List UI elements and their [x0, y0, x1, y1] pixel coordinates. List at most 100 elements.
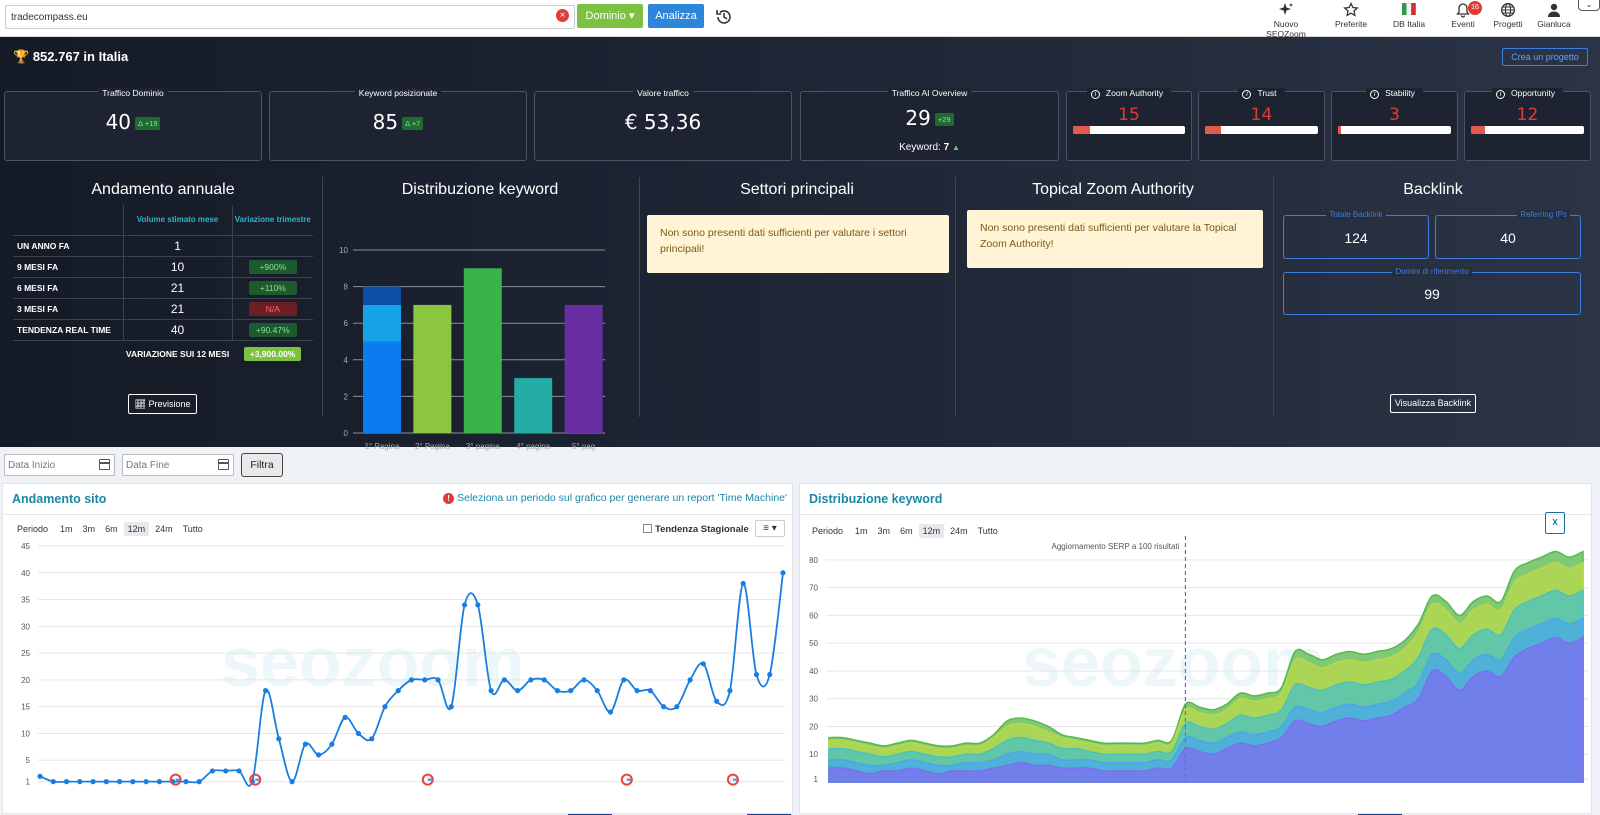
data-point[interactable]: [422, 677, 428, 683]
kw-distribution-chart[interactable]: 0 2 4 6 8 10 1° Pagina 2° Pagina 3° pagina 4° pag…: [335, 200, 620, 462]
data-point[interactable]: [355, 730, 362, 737]
chart-menu-button[interactable]: ≡ ▾: [755, 520, 785, 537]
info-icon[interactable]: i: [1370, 90, 1380, 99]
bar-segment[interactable]: [363, 286, 401, 305]
data-point[interactable]: [634, 688, 640, 694]
data-point[interactable]: [408, 677, 415, 683]
kpi-keyword-posizionate[interactable]: Keyword posizionate 85 Δ +7: [269, 88, 527, 161]
bar-segment[interactable]: [363, 341, 401, 434]
data-point[interactable]: [342, 714, 348, 720]
info-icon[interactable]: i: [1090, 90, 1100, 99]
bar-segment[interactable]: [514, 378, 553, 433]
data-point[interactable]: [714, 698, 720, 704]
history-icon[interactable]: [714, 7, 734, 27]
data-point[interactable]: [727, 688, 733, 694]
nav-eventi[interactable]: 16 Eventi: [1432, 0, 1494, 36]
view-backlink-button[interactable]: Visualizza Backlink: [1390, 394, 1476, 413]
period-option-24m[interactable]: 24m: [950, 526, 968, 536]
data-point[interactable]: [143, 779, 149, 785]
data-point[interactable]: [209, 768, 216, 774]
data-point[interactable]: [621, 677, 627, 683]
nav-db-italia[interactable]: DB Italia: [1378, 0, 1440, 36]
period-option-tutto[interactable]: Tutto: [182, 524, 203, 534]
data-point[interactable]: [63, 779, 70, 785]
domain-input[interactable]: tradecompass.eu: [5, 5, 575, 29]
data-point[interactable]: [568, 688, 574, 694]
seasonal-checkbox[interactable]: [643, 524, 652, 533]
bar-segment[interactable]: [463, 268, 502, 433]
period-option-6m[interactable]: 6m: [900, 526, 913, 536]
calendar-icon[interactable]: [99, 459, 110, 470]
data-point[interactable]: [607, 709, 614, 715]
collapse-chevron-icon[interactable]: ⌄: [1578, 0, 1600, 11]
period-option-tutto[interactable]: Tutto: [977, 526, 998, 536]
data-point[interactable]: [262, 688, 269, 694]
data-point[interactable]: [236, 768, 242, 774]
data-point[interactable]: [316, 752, 322, 758]
nav-nuovo-seozoom[interactable]: Nuovo SEOZoom: [1255, 0, 1317, 39]
kpi-traffico-ai-overview[interactable]: Traffico AI Overview 29 +29 Keyword: 7 ▲: [800, 88, 1059, 161]
score-stability[interactable]: i Stability 3: [1331, 88, 1458, 161]
bar-segment[interactable]: [413, 304, 452, 433]
info-icon[interactable]: i: [1242, 90, 1252, 99]
data-point[interactable]: [687, 677, 693, 683]
data-point[interactable]: [103, 779, 109, 785]
total-backlink-box[interactable]: Totale Backlink 124: [1283, 210, 1429, 259]
data-point[interactable]: [554, 688, 561, 694]
data-point[interactable]: [156, 779, 163, 785]
filter-button[interactable]: Filtra: [241, 453, 283, 477]
data-point[interactable]: [395, 688, 401, 694]
data-point[interactable]: [37, 773, 43, 779]
period-option-3m[interactable]: 3m: [82, 524, 96, 534]
period-option-12m[interactable]: 12m: [918, 524, 945, 538]
score-trust[interactable]: i Trust 14: [1198, 88, 1325, 161]
score-zoom-authority[interactable]: i Zoom Authority 15: [1066, 88, 1192, 161]
data-point[interactable]: [196, 779, 202, 785]
data-point[interactable]: [488, 688, 494, 694]
data-point[interactable]: [501, 677, 507, 683]
referring-domains-box[interactable]: Domini di riferimento 99: [1283, 267, 1581, 315]
data-point[interactable]: [183, 779, 189, 785]
data-point[interactable]: [647, 688, 653, 694]
data-point[interactable]: [90, 779, 96, 785]
analyze-button[interactable]: Analizza: [648, 4, 704, 28]
data-point[interactable]: [740, 580, 746, 587]
data-point[interactable]: [130, 779, 136, 785]
data-point[interactable]: [581, 677, 587, 683]
calendar-icon[interactable]: [218, 459, 229, 470]
data-point[interactable]: [594, 688, 600, 694]
score-opportunity[interactable]: i Opportunity 12: [1464, 88, 1591, 161]
clear-input-icon[interactable]: ×: [556, 9, 569, 22]
data-point[interactable]: [528, 677, 534, 683]
data-point[interactable]: [382, 704, 388, 710]
period-option-1m[interactable]: 1m: [60, 524, 73, 534]
end-date-input[interactable]: Data Fine: [122, 454, 234, 476]
data-point[interactable]: [674, 704, 680, 710]
period-option-6m[interactable]: 6m: [105, 524, 118, 534]
nav-progetti[interactable]: Progetti: [1477, 0, 1539, 36]
data-point[interactable]: [223, 768, 229, 774]
bar-segment[interactable]: [363, 304, 401, 342]
data-point[interactable]: [541, 677, 547, 683]
data-point[interactable]: [435, 677, 441, 683]
seasonal-toggle[interactable]: Tendenza Stagionale: [643, 524, 749, 535]
period-option-12m[interactable]: 12m: [123, 522, 150, 536]
nav-user[interactable]: Gianluca: [1523, 0, 1585, 36]
site-trend-chart[interactable]: seozoom15101520253035404528 apr 2428 apr…: [3, 536, 794, 815]
series-area[interactable]: [828, 636, 1584, 783]
mode-dropdown[interactable]: Dominio ▾: [577, 4, 643, 28]
create-project-button[interactable]: Crea un progetto: [1502, 48, 1588, 66]
kpi-valore-traffico[interactable]: Valore traffico € 53,36: [534, 88, 792, 161]
data-point[interactable]: [302, 741, 308, 747]
data-point[interactable]: [700, 661, 706, 667]
period-option-3m[interactable]: 3m: [877, 526, 891, 536]
start-date-input[interactable]: Data Inizio: [4, 454, 115, 476]
data-point[interactable]: [50, 779, 56, 785]
data-point[interactable]: [369, 736, 375, 742]
data-point[interactable]: [515, 688, 521, 694]
data-point[interactable]: [329, 741, 335, 747]
data-point[interactable]: [77, 779, 83, 785]
info-icon[interactable]: i: [1496, 90, 1506, 99]
nav-preferite[interactable]: Preferite: [1320, 0, 1382, 36]
referring-ips-box[interactable]: Referring IPs 40: [1435, 210, 1581, 259]
